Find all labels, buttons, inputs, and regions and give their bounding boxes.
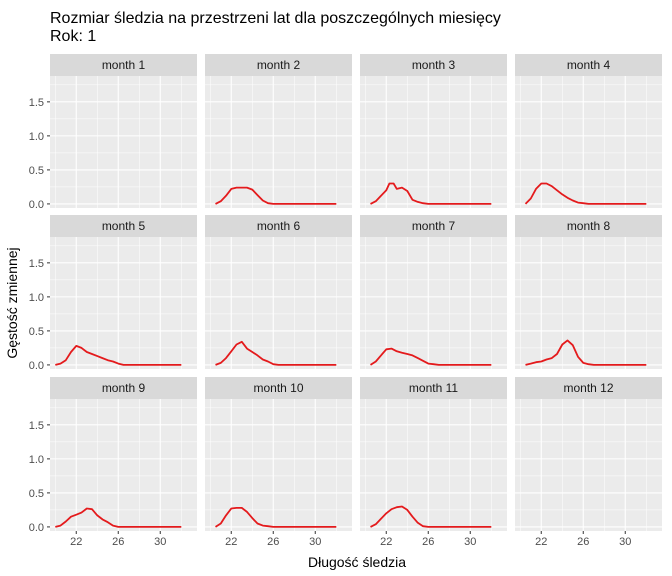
- facet-strip: [205, 377, 352, 399]
- y-tick-label: 0.0: [29, 199, 44, 211]
- facet-strip: [515, 54, 662, 76]
- y-tick-label: 1.0: [29, 131, 44, 143]
- facet-strip: [515, 215, 662, 237]
- facet-strip-label: month 1: [102, 58, 146, 72]
- chart-title: Rozmiar śledzia na przestrzeni lat dla p…: [50, 10, 501, 27]
- facet-strip: [50, 377, 197, 399]
- x-tick-label: 30: [309, 536, 321, 548]
- x-tick-label: 26: [577, 536, 589, 548]
- density-line: [55, 344, 182, 366]
- plot-panel-background: [50, 399, 197, 531]
- facet-strip: [205, 215, 352, 237]
- plot-panel-background: [360, 237, 507, 369]
- density-line: [370, 347, 492, 366]
- y-tick-label: 1.5: [29, 420, 44, 432]
- facet-panel-1: month 1 0.0 0.5 1.0 1.5: [29, 54, 197, 211]
- facet-panel-2: month 2: [205, 54, 352, 208]
- y-axis-title: Gęstość zmiennej: [4, 247, 20, 358]
- x-tick-label: 22: [70, 536, 82, 548]
- density-line: [524, 182, 647, 205]
- facet-panel-10: month 10 22 26 30: [205, 377, 352, 548]
- plot-panel-background: [515, 237, 662, 369]
- density-line: [215, 506, 337, 528]
- plot-panel-background: [515, 399, 662, 531]
- facet-panel-4: month 4: [515, 54, 662, 208]
- facet-strip-label: month 9: [102, 381, 146, 395]
- density-line: [55, 507, 182, 528]
- facet-strip: [50, 215, 197, 237]
- facet-strip-label: month 7: [412, 219, 456, 233]
- x-tick-label: 22: [535, 536, 547, 548]
- facet-strip-label: month 5: [102, 219, 146, 233]
- y-tick-label: 0.0: [29, 522, 44, 534]
- y-tick-label: 0.5: [29, 488, 44, 500]
- x-tick-label: 26: [112, 536, 124, 548]
- facet-panel-11: month 11 22 26 30: [360, 377, 507, 548]
- x-tick-label: 30: [154, 536, 166, 548]
- density-line: [215, 186, 337, 205]
- facet-strip: [360, 54, 507, 76]
- facet-strip: [360, 377, 507, 399]
- facet-panel-6: month 6: [205, 215, 352, 369]
- facet-panel-9: month 9 0.0 0.5 1.0 1.5 22 26 30: [29, 377, 197, 548]
- panels-layer: month 1 0.0 0.5 1.0 1.5 month 2 month 3 month 4…: [29, 54, 662, 548]
- facet-strip-label: month 2: [257, 58, 301, 72]
- plot-panel-background: [205, 399, 352, 531]
- facet-strip-label: month 8: [567, 219, 611, 233]
- density-line: [370, 182, 492, 205]
- y-tick-label: 0.5: [29, 165, 44, 177]
- y-tick-label: 1.0: [29, 454, 44, 466]
- y-tick-label: 0.0: [29, 360, 44, 372]
- facet-panel-5: month 5 0.0 0.5 1.0 1.5: [29, 215, 197, 372]
- plot-panel-background: [360, 76, 507, 208]
- x-tick-label: 22: [380, 536, 392, 548]
- facet-strip: [360, 215, 507, 237]
- x-tick-label: 30: [619, 536, 631, 548]
- y-tick-label: 0.5: [29, 326, 44, 338]
- facet-strip-label: month 12: [563, 381, 613, 395]
- facet-panel-12: month 12 22 26 30: [515, 377, 662, 548]
- y-tick-label: 1.5: [29, 97, 44, 109]
- facet-panel-7: month 7: [360, 215, 507, 369]
- facet-panel-3: month 3: [360, 54, 507, 208]
- x-tick-label: 26: [422, 536, 434, 548]
- density-line: [525, 339, 647, 366]
- x-axis-title: Długość śledzia: [308, 554, 406, 570]
- plot-panel-background: [360, 399, 507, 531]
- density-line: [215, 340, 337, 366]
- density-line: [370, 505, 492, 528]
- facet-strip-label: month 10: [253, 381, 303, 395]
- plot-panel-background: [50, 76, 197, 208]
- chart-subtitle: Rok: 1: [50, 28, 96, 45]
- facet-strip-label: month 3: [412, 58, 456, 72]
- facet-strip: [515, 377, 662, 399]
- facet-strip: [205, 54, 352, 76]
- x-tick-label: 30: [464, 536, 476, 548]
- x-tick-label: 22: [225, 536, 237, 548]
- y-tick-label: 1.5: [29, 258, 44, 270]
- facet-strip-label: month 6: [257, 219, 301, 233]
- plot-panel-background: [50, 237, 197, 369]
- plot-panel-background: [205, 76, 352, 208]
- facet-strip: [50, 54, 197, 76]
- facet-strip-label: month 4: [567, 58, 611, 72]
- x-tick-label: 26: [267, 536, 279, 548]
- facet-panel-8: month 8: [515, 215, 662, 369]
- y-tick-label: 1.0: [29, 292, 44, 304]
- facet-strip-label: month 11: [409, 381, 458, 395]
- plot-panel-background: [205, 237, 352, 369]
